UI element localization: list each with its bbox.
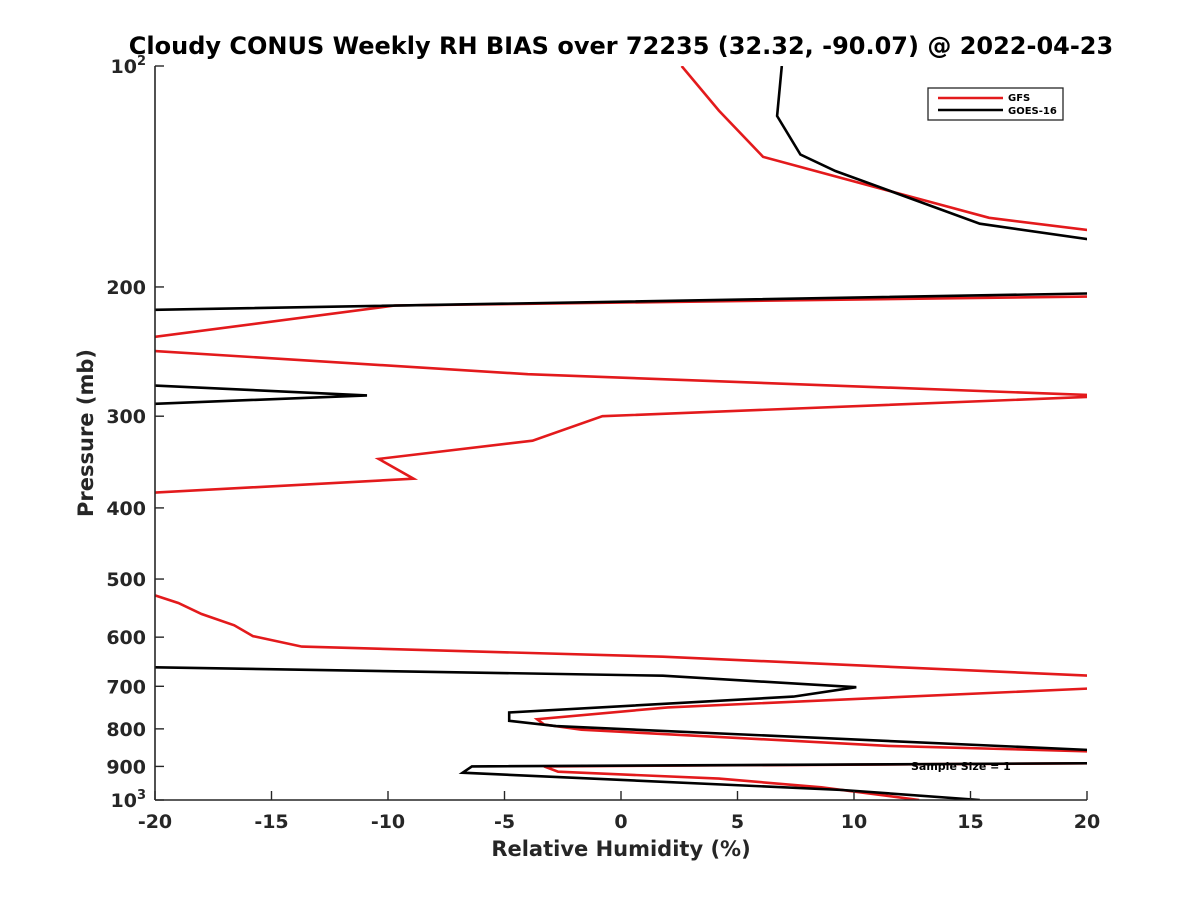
y-tick-label: 900 — [106, 756, 146, 778]
x-tick-label: -20 — [138, 811, 172, 833]
chart-title: Cloudy CONUS Weekly RH BIAS over 72235 (… — [129, 32, 1113, 60]
x-tick-label: -10 — [371, 811, 405, 833]
y-tick-label: 600 — [106, 627, 146, 649]
y-tick-label: 400 — [106, 498, 146, 520]
x-tick-label: 15 — [957, 811, 983, 833]
y-tick-label: 800 — [106, 719, 146, 741]
sample-size-annotation: Sample Size = 1 — [911, 760, 1011, 773]
series-layer — [155, 66, 1087, 800]
x-tick-label: -15 — [254, 811, 288, 833]
x-tick-label: 20 — [1074, 811, 1100, 833]
x-ticks: -20 -15 -10 -5 0 5 10 15 20 — [138, 791, 1100, 833]
legend-label-gfs: GFS — [1008, 93, 1030, 104]
y-axis-label: Pressure (mb) — [74, 349, 98, 517]
y-tick-label: 200 — [106, 277, 146, 299]
y-ticks: 102 200 300 400 500 600 700 800 900 103 — [106, 54, 164, 812]
y-tick-label: 103 — [111, 788, 147, 812]
series-line-gfs — [155, 66, 1087, 800]
legend-box — [927, 87, 1064, 121]
y-tick-label: 102 — [111, 54, 147, 78]
y-tick-label: 300 — [106, 406, 146, 428]
x-tick-label: 10 — [841, 811, 867, 833]
x-axis-label: Relative Humidity (%) — [491, 837, 750, 861]
x-tick-label: 5 — [731, 811, 744, 833]
y-tick-label: 700 — [106, 676, 146, 698]
x-tick-label: 0 — [614, 811, 627, 833]
legend-label-goes-16: GOES-16 — [1008, 106, 1057, 117]
plot-area — [155, 66, 1087, 800]
y-tick-label: 500 — [106, 569, 146, 591]
legend: GFS GOES-16 — [927, 87, 1064, 121]
x-tick-label: -5 — [494, 811, 515, 833]
series-line-goes-16 — [155, 66, 1087, 800]
